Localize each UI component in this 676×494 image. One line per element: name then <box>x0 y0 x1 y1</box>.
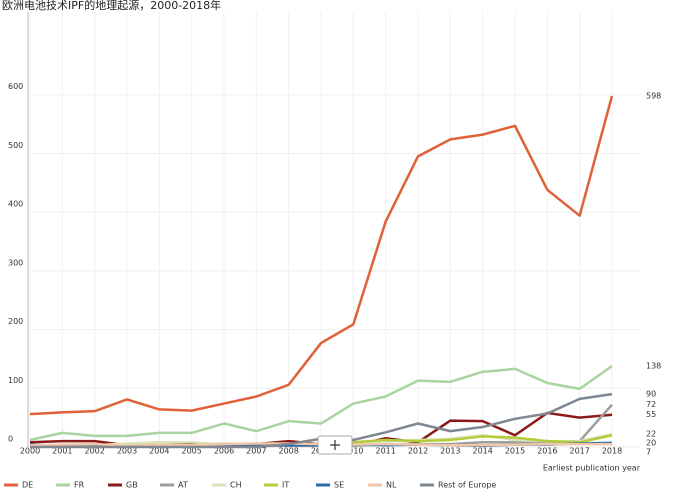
legend-label: DE <box>22 481 33 490</box>
x-tick-label: 2014 <box>472 447 492 456</box>
series-line <box>29 364 613 442</box>
zoom-icon <box>330 440 340 450</box>
x-axis-label: Earliest publication year <box>543 464 641 473</box>
value-label: 90 <box>646 390 656 399</box>
chart-title: 欧洲电池技术IPF的地理起源，2000-2018年 <box>2 0 221 12</box>
value-label: 55 <box>646 410 656 419</box>
legend-label: IT <box>282 481 289 490</box>
zoom-button[interactable] <box>317 435 353 455</box>
series-line <box>29 95 614 416</box>
x-tick-label: 2012 <box>408 447 428 456</box>
x-tick-label: 2008 <box>278 447 298 456</box>
legend-label: SE <box>334 481 344 490</box>
legend-label: NL <box>386 481 397 490</box>
x-tick-label: 2005 <box>181 447 201 456</box>
x-tick-label: 2015 <box>505 447 525 456</box>
legend-label: GB <box>126 481 138 490</box>
value-label: 7 <box>646 448 651 457</box>
y-tick-label: 400 <box>8 200 23 209</box>
legend-label: AT <box>178 481 188 490</box>
legend-label: CH <box>230 481 242 490</box>
y-tick-label: 500 <box>8 141 23 150</box>
x-tick-label: 2017 <box>569 447 589 456</box>
value-label: 598 <box>646 91 661 100</box>
value-label: 138 <box>646 361 661 370</box>
x-tick-label: 2003 <box>117 447 137 456</box>
x-tick-label: 2013 <box>440 447 460 456</box>
x-tick-label: 2011 <box>375 447 395 456</box>
legend-label: FR <box>74 481 85 490</box>
x-tick-label: 2001 <box>52 447 72 456</box>
y-tick-label: 600 <box>8 82 23 91</box>
value-label: 20 <box>646 439 656 448</box>
x-tick-label: 2010 <box>343 447 363 456</box>
x-tick-label: 2018 <box>602 447 622 456</box>
value-label: 22 <box>646 430 656 439</box>
x-tick-label: 2004 <box>149 447 169 456</box>
x-tick-label: 2000 <box>20 447 40 456</box>
x-tick-label: 2007 <box>246 447 266 456</box>
y-tick-label: 300 <box>8 258 23 267</box>
x-tick-label: 2016 <box>537 447 557 456</box>
legend-label: Rest of Europe <box>438 481 496 490</box>
x-tick-label: 2002 <box>84 447 104 456</box>
y-tick-label: 0 <box>8 435 13 444</box>
x-tick-label: 2006 <box>214 447 234 456</box>
value-label: 72 <box>646 400 656 409</box>
y-tick-label: 100 <box>8 376 23 385</box>
y-tick-label: 200 <box>8 317 23 326</box>
